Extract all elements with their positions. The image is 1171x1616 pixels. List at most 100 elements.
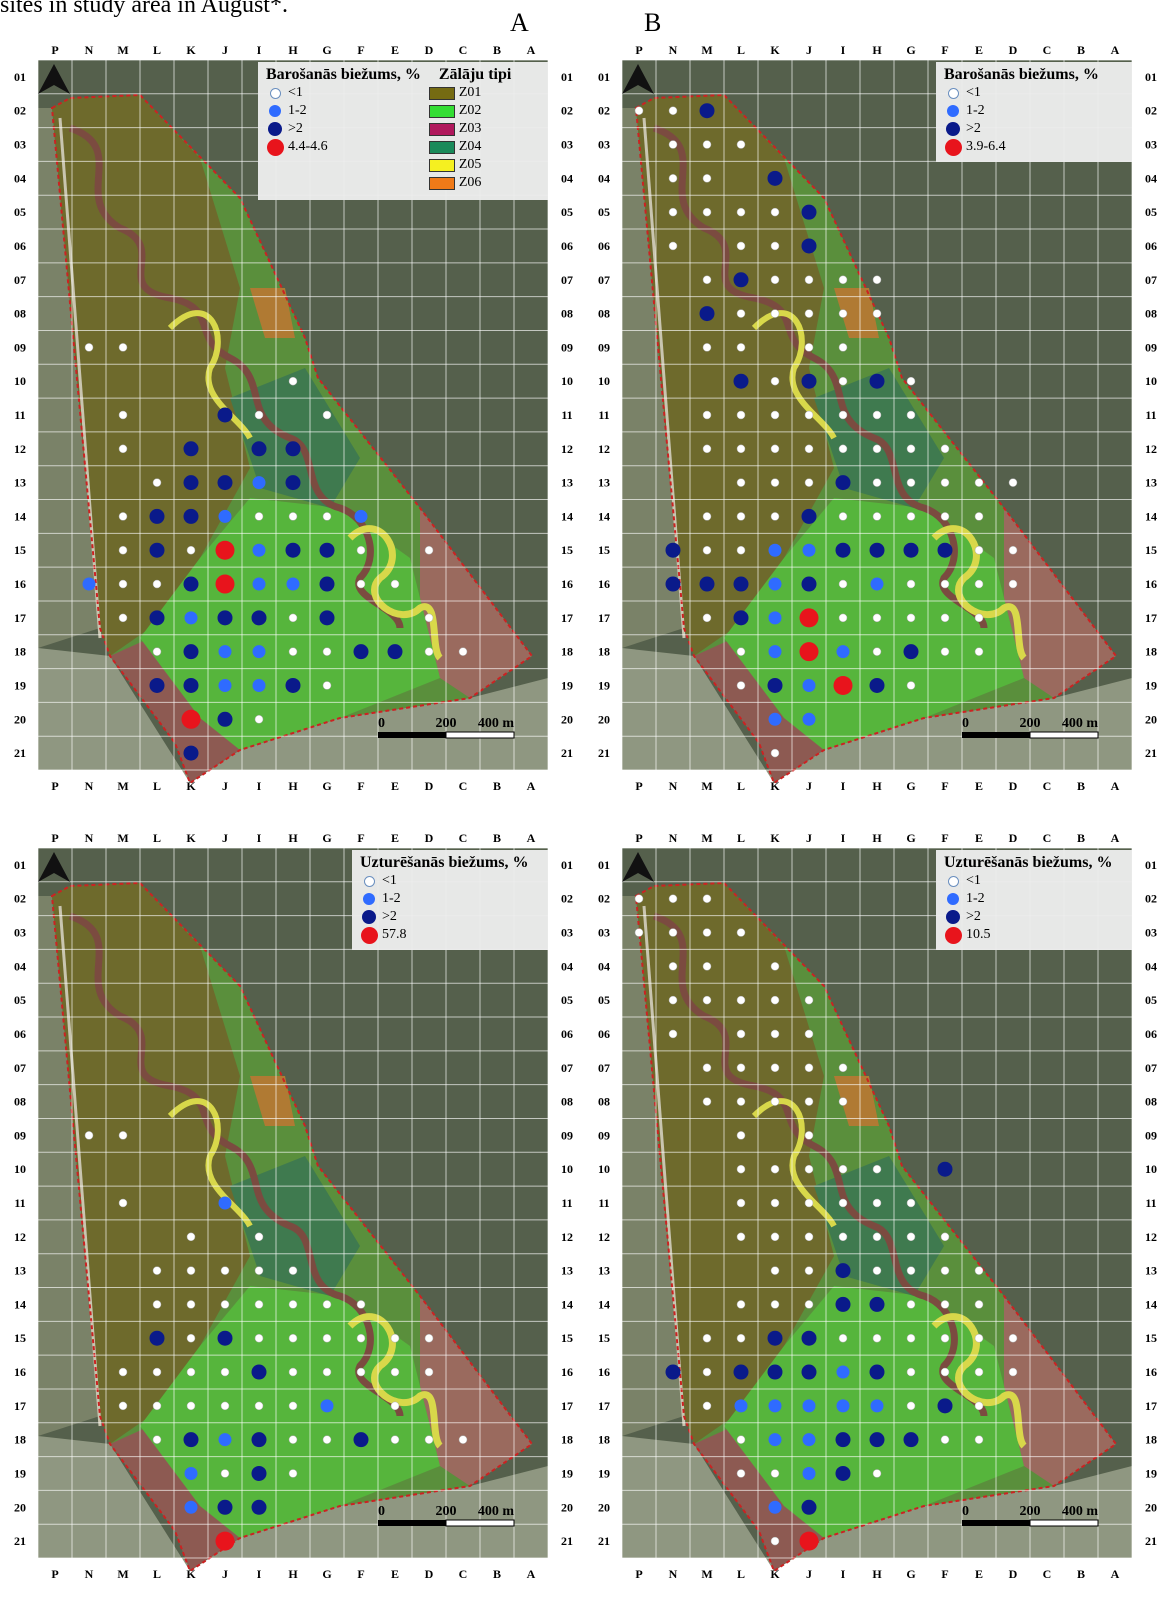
survey-point-H13 — [872, 1266, 882, 1275]
row-label-right: 14 — [1145, 509, 1157, 523]
row-label-right: 07 — [1145, 273, 1157, 287]
grassland-z01-zone — [52, 883, 250, 1444]
legend-title: Uzturēšanās biežums, % — [360, 854, 529, 871]
row-label-left: 13 — [598, 476, 610, 490]
river — [68, 124, 404, 629]
column-label-bottom: E — [975, 1567, 983, 1581]
legend-item-max: 4.4-4.6 — [266, 138, 421, 156]
column-label-top: K — [770, 43, 780, 57]
row-label-left: 04 — [14, 959, 26, 973]
survey-point-M9 — [702, 343, 712, 352]
survey-point-J14 — [220, 1300, 230, 1309]
survey-point-K15 — [767, 1330, 783, 1346]
survey-point-L18 — [736, 1435, 746, 1444]
survey-point-H16 — [870, 577, 884, 591]
survey-point-J15 — [801, 1330, 817, 1346]
survey-point-J16 — [215, 574, 235, 594]
survey-point-I16 — [836, 1365, 850, 1379]
survey-point-J19 — [218, 678, 232, 692]
row-label-left: 12 — [14, 1230, 26, 1244]
row-label-left: 08 — [598, 1095, 610, 1109]
row-label-right: 18 — [561, 645, 573, 659]
map-legend: Uzturēšanās biežums, % <1 1-2 >2 57.8 — [352, 850, 548, 950]
row-label-right: 06 — [561, 239, 573, 253]
row-label-left: 13 — [14, 476, 26, 490]
row-label-right: 20 — [561, 1500, 573, 1514]
column-label-bottom: C — [459, 1567, 468, 1581]
column-label-top: M — [701, 831, 712, 845]
row-label-right: 21 — [561, 1534, 573, 1548]
column-label-top: K — [186, 831, 196, 845]
grassland-legend-label: Z01 — [458, 85, 482, 100]
survey-point-M11 — [702, 410, 712, 420]
row-label-right: 12 — [1145, 442, 1157, 456]
row-label-left: 16 — [598, 577, 610, 591]
map-svg: P P N N M M L L K K J J I I H H G G F F E E D D C C B B A A 01 01 02 02 03… — [598, 831, 1157, 1581]
scale-bar-label: 200 — [436, 716, 457, 731]
row-label-right: 13 — [561, 1264, 573, 1278]
column-label-top: C — [459, 43, 468, 57]
survey-point-K14 — [770, 512, 780, 521]
survey-point-M17 — [118, 613, 128, 623]
survey-point-D15 — [1008, 1333, 1018, 1343]
survey-point-J13 — [217, 475, 233, 491]
survey-point-H15 — [288, 1333, 298, 1343]
column-label-bottom: N — [669, 779, 678, 793]
survey-point-K19 — [767, 677, 783, 693]
survey-point-E18 — [387, 644, 403, 660]
left-strip-area — [622, 108, 684, 648]
legend-label: 1-2 — [382, 891, 401, 906]
row-label-right: 02 — [1145, 892, 1157, 906]
survey-point-G11 — [322, 410, 332, 420]
survey-point-I18 — [836, 645, 850, 659]
survey-point-J12 — [804, 1232, 814, 1242]
row-label-left: 19 — [598, 678, 610, 692]
legend-item-max: 57.8 — [360, 926, 528, 944]
survey-point-K8 — [770, 309, 780, 318]
survey-point-J16 — [220, 1367, 230, 1377]
survey-point-K10 — [770, 1164, 780, 1174]
survey-point-H15 — [869, 542, 885, 558]
survey-point-M5 — [702, 995, 712, 1005]
grassland-z06-zone — [834, 1076, 879, 1126]
column-label-top: E — [391, 831, 399, 845]
study-area-boundary — [634, 881, 1118, 1573]
row-label-right: 13 — [1145, 1264, 1157, 1278]
legend-dot-icon — [946, 910, 960, 924]
survey-point-K12 — [186, 1232, 196, 1242]
column-label-bottom: L — [153, 1567, 161, 1581]
column-label-top: N — [85, 831, 94, 845]
grassland-legend-item: Z01 — [428, 84, 511, 102]
survey-point-M2 — [702, 894, 712, 903]
column-label-bottom: E — [975, 779, 983, 793]
row-label-right: 20 — [1145, 712, 1157, 726]
river — [68, 912, 404, 1417]
legend-item-low: <1 — [266, 84, 421, 102]
survey-point-M9 — [118, 1131, 128, 1140]
survey-point-K7 — [770, 1063, 780, 1073]
column-label-top: F — [357, 831, 364, 845]
row-label-right: 02 — [1145, 104, 1157, 118]
row-label-right: 11 — [1145, 408, 1156, 422]
column-label-top: H — [288, 831, 298, 845]
legend-item-medium: 1-2 — [944, 890, 1112, 908]
column-label-bottom: G — [906, 1567, 915, 1581]
row-label-left: 02 — [598, 892, 610, 906]
north-arrow-icon — [38, 64, 70, 94]
survey-point-F17 — [937, 1398, 953, 1414]
row-label-right: 01 — [1145, 70, 1157, 84]
column-label-bottom: N — [85, 1567, 94, 1581]
survey-point-H12 — [285, 441, 301, 457]
row-label-right: 02 — [561, 104, 573, 118]
legend-label: >2 — [966, 121, 981, 136]
survey-point-L6 — [736, 241, 746, 251]
column-label-bottom: E — [391, 1567, 399, 1581]
river — [652, 912, 988, 1417]
survey-point-G15 — [322, 1333, 332, 1343]
survey-point-I14 — [835, 1296, 851, 1312]
row-label-left: 17 — [14, 1399, 26, 1413]
legend-dot-icon — [269, 87, 281, 99]
survey-point-L19 — [736, 1469, 746, 1478]
row-label-left: 15 — [598, 543, 610, 557]
row-label-left: 06 — [14, 239, 26, 253]
